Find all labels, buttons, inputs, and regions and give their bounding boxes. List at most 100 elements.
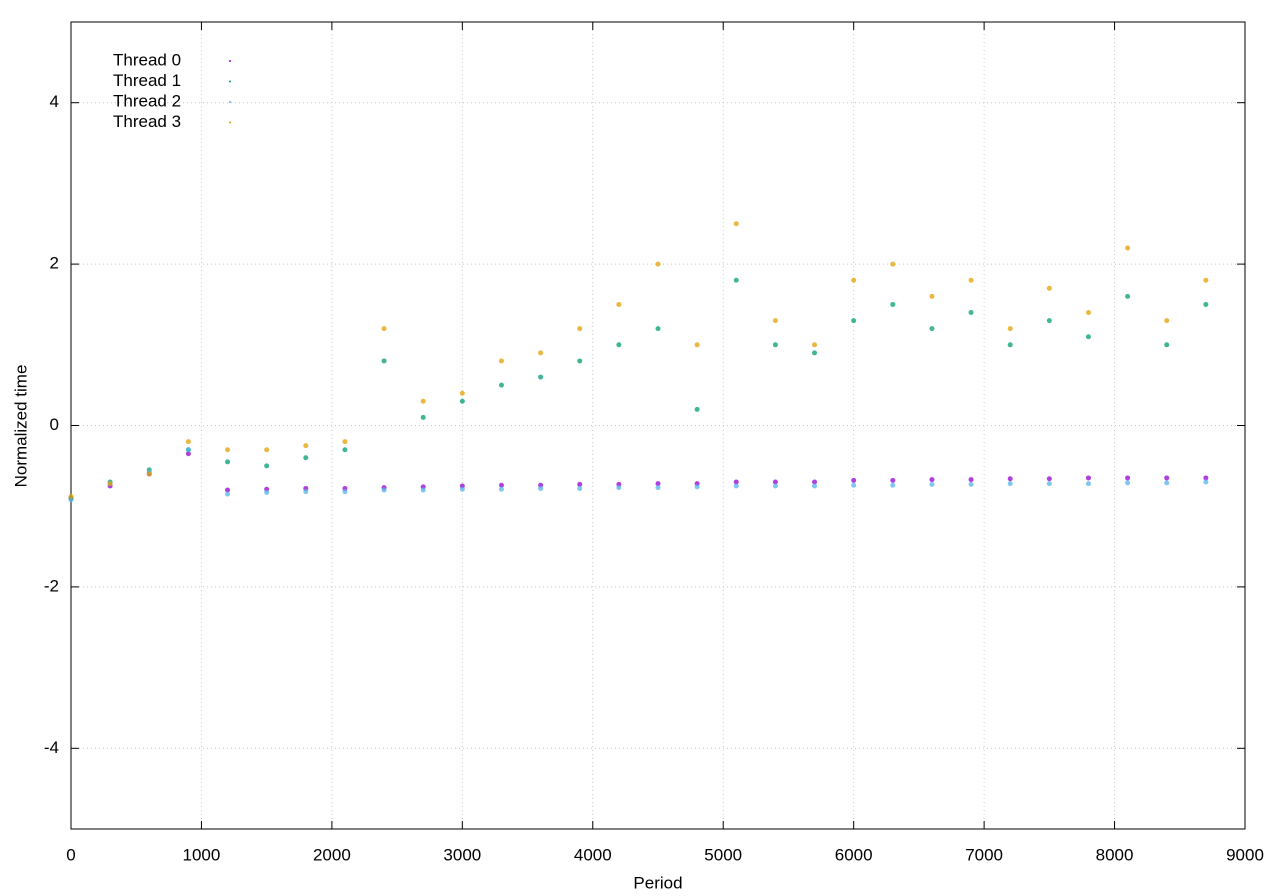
x-tick-label: 9000 <box>1226 845 1264 864</box>
data-point <box>890 477 896 483</box>
data-point <box>185 447 191 453</box>
data-point <box>655 485 661 491</box>
data-point <box>851 482 857 488</box>
data-point <box>968 310 974 316</box>
data-point <box>851 318 857 324</box>
data-point <box>225 459 231 465</box>
data-point <box>655 261 661 267</box>
data-point <box>1085 310 1091 316</box>
data-point <box>1007 481 1013 487</box>
data-point <box>1203 479 1209 485</box>
data-point <box>381 326 387 332</box>
data-point <box>968 477 974 483</box>
data-point <box>225 447 231 453</box>
data-point <box>1164 475 1170 481</box>
data-point <box>890 301 896 307</box>
data-point <box>733 483 739 489</box>
data-point <box>1164 318 1170 324</box>
x-tick-label: 5000 <box>704 845 742 864</box>
data-point <box>772 318 778 324</box>
data-point <box>616 301 622 307</box>
data-point <box>498 482 504 488</box>
x-tick-label: 6000 <box>835 845 873 864</box>
data-point <box>420 414 426 420</box>
data-point <box>185 451 191 457</box>
data-point <box>1203 301 1209 307</box>
x-tick-label: 7000 <box>965 845 1003 864</box>
x-tick-label: 8000 <box>1096 845 1134 864</box>
data-point <box>264 463 270 469</box>
data-point <box>694 484 700 490</box>
y-tick-label: 0 <box>50 415 59 434</box>
data-point <box>1046 481 1052 487</box>
data-point <box>420 487 426 493</box>
data-point <box>498 486 504 492</box>
data-point <box>655 326 661 332</box>
data-point <box>498 358 504 364</box>
legend-label: Thread 3 <box>113 112 181 131</box>
data-point <box>929 326 935 332</box>
data-point <box>655 481 661 487</box>
data-point <box>772 342 778 348</box>
data-point <box>1007 476 1013 482</box>
data-point <box>812 342 818 348</box>
x-tick-label: 1000 <box>183 845 221 864</box>
data-point <box>812 479 818 485</box>
data-point <box>1085 475 1091 481</box>
legend-marker <box>229 80 231 83</box>
data-point <box>929 481 935 487</box>
legend-label: Thread 2 <box>113 91 181 110</box>
data-point <box>890 261 896 267</box>
data-point <box>1125 480 1131 486</box>
data-point <box>772 483 778 489</box>
data-point <box>538 350 544 356</box>
plot-frame <box>70 21 1246 830</box>
data-point <box>381 487 387 493</box>
data-point <box>733 221 739 227</box>
data-point <box>107 481 113 487</box>
x-tick-label: 3000 <box>443 845 481 864</box>
data-point <box>1007 342 1013 348</box>
x-tick-label: 0 <box>66 845 75 864</box>
data-point <box>68 494 74 500</box>
data-point <box>538 374 544 380</box>
data-point <box>1125 475 1131 481</box>
data-point <box>225 487 231 493</box>
data-point <box>577 358 583 364</box>
y-tick-label: 4 <box>50 92 59 111</box>
data-point <box>146 471 152 477</box>
data-point <box>733 277 739 283</box>
data-point <box>1085 334 1091 340</box>
data-point <box>264 447 270 453</box>
data-point <box>1164 480 1170 486</box>
y-axis-label: Normalized time <box>11 365 30 488</box>
data-point <box>812 350 818 356</box>
data-point <box>1007 326 1013 332</box>
data-point <box>616 342 622 348</box>
x-axis-label: Period <box>633 873 682 892</box>
x-tick-label: 4000 <box>574 845 612 864</box>
data-point <box>968 277 974 283</box>
data-point <box>733 479 739 485</box>
data-point <box>694 406 700 412</box>
y-tick-label: -4 <box>44 738 59 757</box>
y-tick-label: -2 <box>44 576 59 595</box>
legend-marker <box>229 121 231 124</box>
data-point <box>264 489 270 495</box>
data-point <box>303 455 309 461</box>
data-point <box>538 485 544 491</box>
legend-label: Thread 1 <box>113 71 181 90</box>
data-point <box>459 486 465 492</box>
data-point <box>929 477 935 483</box>
data-point <box>851 277 857 283</box>
data-point <box>1085 481 1091 487</box>
data-point <box>772 479 778 485</box>
data-point <box>303 489 309 495</box>
data-point <box>381 358 387 364</box>
data-point <box>812 483 818 489</box>
data-point <box>577 326 583 332</box>
legend-marker <box>229 101 231 103</box>
legend-label: Thread 0 <box>113 50 181 69</box>
data-point <box>1125 245 1131 251</box>
